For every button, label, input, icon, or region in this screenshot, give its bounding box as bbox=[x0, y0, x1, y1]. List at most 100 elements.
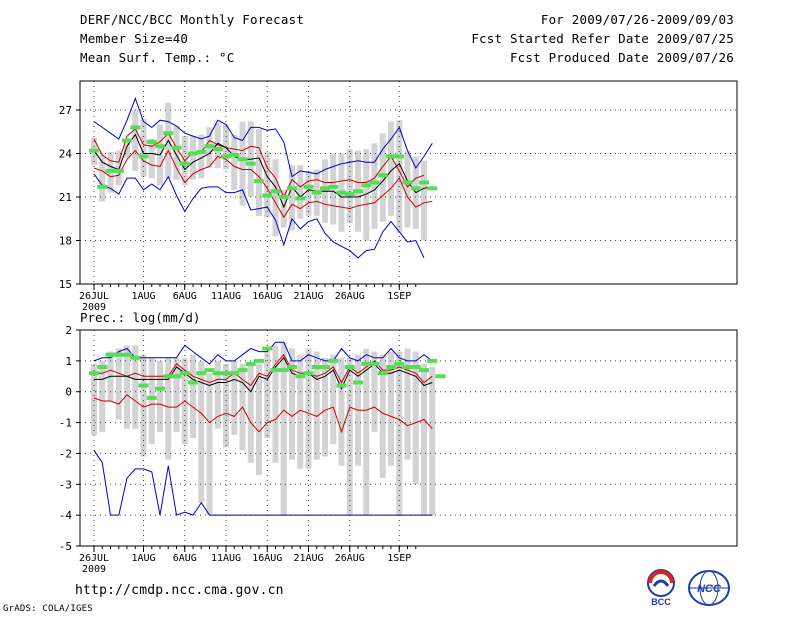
spread-box bbox=[305, 348, 312, 469]
spread-box bbox=[99, 154, 106, 202]
forecast-marker bbox=[386, 154, 396, 159]
x-tick-label: 6AUG bbox=[173, 553, 197, 564]
spread-box bbox=[338, 357, 345, 466]
panel-temperature: 15 18 21 24 27 26JUL 1AUG 6AUG 11AUG 16AUG 21AUG 26… bbox=[59, 80, 738, 313]
forecast-marker bbox=[138, 154, 149, 159]
x-tick-label: 26AUG bbox=[335, 291, 365, 302]
forecast-marker bbox=[377, 371, 388, 376]
forecast-marker bbox=[369, 180, 380, 185]
forecast-marker bbox=[122, 352, 132, 357]
spread-box bbox=[165, 357, 172, 460]
spread-box bbox=[148, 357, 155, 445]
spread-box bbox=[190, 136, 196, 180]
forecast-marker bbox=[245, 161, 256, 166]
x-tick-label: 1AUG bbox=[131, 291, 155, 302]
series-line-max bbox=[93, 341, 433, 365]
forecast-marker bbox=[113, 168, 124, 173]
forecast-marker bbox=[311, 190, 322, 195]
forecast-marker bbox=[179, 371, 190, 376]
x-year-label: 2009 bbox=[82, 302, 106, 313]
y-tick-label: -4 bbox=[59, 509, 73, 522]
forecast-marker bbox=[254, 358, 264, 363]
bcc-logo-swirl bbox=[652, 579, 670, 587]
chart-title: DERF/NCC/BCC Monthly Forecast bbox=[80, 12, 305, 27]
forecast-marker bbox=[237, 368, 248, 373]
forecast-marker bbox=[295, 196, 306, 201]
spread-box bbox=[256, 363, 262, 476]
spread-box bbox=[239, 121, 246, 206]
y-tick-label: -3 bbox=[59, 478, 72, 491]
series-line-min bbox=[93, 450, 433, 516]
grads-credit: GrADS: COLA/IGES bbox=[3, 604, 93, 614]
spread-box bbox=[214, 123, 221, 168]
forecast-marker bbox=[353, 380, 363, 385]
forecast-marker bbox=[287, 186, 297, 191]
forecast-marker bbox=[295, 374, 306, 379]
spread-box bbox=[289, 165, 295, 231]
forecast-marker bbox=[311, 365, 322, 370]
forecast-marker bbox=[171, 145, 182, 150]
variable-label: Mean Surf. Temp.: °C bbox=[80, 50, 235, 65]
y-tick-label: -5 bbox=[59, 540, 72, 553]
forecast-marker bbox=[287, 365, 297, 370]
bcc-logo-arc bbox=[648, 570, 674, 584]
spread-box bbox=[256, 128, 262, 216]
forecast-marker bbox=[419, 180, 429, 185]
ncc-logo: NCC bbox=[688, 570, 730, 606]
y-tick-label: 0 bbox=[65, 386, 72, 399]
spread-box bbox=[388, 351, 394, 466]
forecast-marker bbox=[394, 154, 405, 159]
x-tick-label: 11AUG bbox=[211, 291, 241, 302]
forecast-marker bbox=[212, 147, 223, 152]
x-tick-label: 11AUG bbox=[211, 553, 241, 564]
spread-box bbox=[206, 373, 213, 516]
forecast-marker bbox=[105, 168, 116, 173]
spread-box bbox=[91, 363, 97, 435]
forecast-marker bbox=[262, 193, 273, 198]
forecast-marker bbox=[196, 371, 207, 376]
forecast-marker bbox=[402, 365, 413, 370]
x-tick-label: 21AUG bbox=[293, 553, 323, 564]
forecast-marker bbox=[229, 152, 240, 157]
forecast-marker bbox=[328, 184, 339, 189]
x-tick-label: 1SEP bbox=[387, 291, 411, 302]
forecast-marker bbox=[361, 361, 372, 366]
member-size-label: Member Size=40 bbox=[80, 31, 189, 46]
forecast-marker bbox=[221, 154, 231, 159]
forecast-marker bbox=[179, 161, 190, 166]
forecast-marker bbox=[270, 368, 281, 373]
spread-box bbox=[280, 342, 287, 516]
forecast-marker bbox=[138, 383, 149, 388]
forecast-marker bbox=[204, 368, 215, 373]
source-url[interactable]: http://cmdp.ncc.cma.gov.cn bbox=[75, 583, 284, 598]
forecast-marker bbox=[237, 157, 248, 162]
spread-box bbox=[272, 345, 279, 463]
series-line-min bbox=[93, 173, 425, 259]
y-tick-label: -2 bbox=[59, 447, 72, 460]
spread-box bbox=[363, 348, 370, 516]
spread-box bbox=[429, 367, 436, 516]
y-tick-label: 24 bbox=[59, 148, 73, 161]
forecast-marker bbox=[320, 365, 330, 370]
forecast-marker bbox=[229, 371, 240, 376]
spread-box bbox=[115, 150, 122, 186]
forecast-marker bbox=[386, 365, 396, 370]
spread-box bbox=[330, 354, 337, 445]
forecast-marker bbox=[171, 374, 182, 379]
forecast-marker bbox=[146, 139, 157, 144]
forecast-marker bbox=[97, 184, 108, 189]
forecast-period-label: For 2009/07/26-2009/09/03 bbox=[540, 12, 734, 27]
series-line-spread-low bbox=[93, 394, 433, 434]
ncc-logo-text: NCC bbox=[697, 583, 722, 595]
produced-date-label: Fcst Produced Date 2009/07/26 bbox=[509, 50, 734, 65]
forecast-marker bbox=[163, 131, 174, 136]
spread-box bbox=[214, 360, 221, 429]
y-tick-label: 1 bbox=[65, 355, 72, 368]
spread-box bbox=[272, 159, 279, 237]
x-tick-label: 1SEP bbox=[387, 553, 411, 564]
forecast-marker bbox=[328, 358, 339, 363]
forecast-marker bbox=[163, 374, 174, 379]
spread-box bbox=[412, 351, 419, 485]
spread-box bbox=[264, 152, 271, 218]
forecast-marker bbox=[278, 368, 289, 373]
